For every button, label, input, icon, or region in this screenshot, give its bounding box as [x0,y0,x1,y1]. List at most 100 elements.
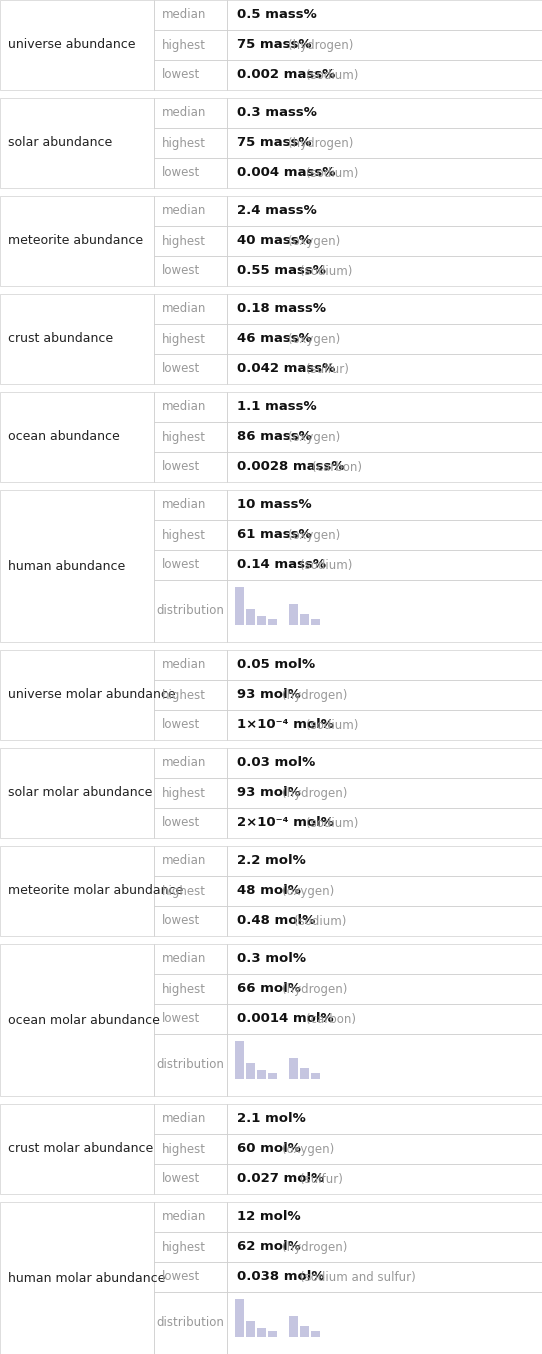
Bar [0,650,154,741]
Text: lowest: lowest [162,558,200,571]
Text: highest: highest [162,333,206,345]
Text: 60 mol%: 60 mol% [237,1143,301,1155]
Bar [154,580,227,642]
Text: (sodium): (sodium) [306,69,358,81]
Bar [154,906,227,936]
Text: 2.1 mol%: 2.1 mol% [237,1113,306,1125]
Text: highest: highest [162,688,206,701]
Bar [268,1331,277,1336]
Text: 46 mass%: 46 mass% [237,333,312,345]
Bar [154,353,227,385]
Bar [235,1041,244,1079]
Text: (oxygen): (oxygen) [288,234,340,248]
Bar [227,97,542,129]
Bar [257,1328,266,1336]
Bar [0,1104,154,1194]
Text: 0.002 mass%: 0.002 mass% [237,69,335,81]
Bar [154,452,227,482]
Text: 2×10⁻⁴ mol%: 2×10⁻⁴ mol% [237,816,334,830]
Bar [154,1034,227,1095]
Text: 0.55 mass%: 0.55 mass% [237,264,326,278]
Text: (oxygen): (oxygen) [282,884,334,898]
Text: 86 mass%: 86 mass% [237,431,312,444]
Text: lowest: lowest [162,1013,200,1025]
Text: (hydrogen): (hydrogen) [282,787,347,799]
Bar [154,846,227,876]
Text: highest: highest [162,431,206,444]
Bar [154,520,227,550]
Text: 0.18 mass%: 0.18 mass% [237,302,326,315]
Text: median: median [162,8,207,22]
Bar [227,129,542,158]
Text: 0.038 mol%: 0.038 mol% [237,1270,325,1284]
Text: highest: highest [162,983,206,995]
Text: lowest: lowest [162,460,200,474]
Text: median: median [162,1210,207,1224]
Text: 0.3 mass%: 0.3 mass% [237,107,317,119]
Bar [311,1074,320,1079]
Text: solar molar abundance: solar molar abundance [8,787,152,799]
Bar [227,580,542,642]
Text: 93 mol%: 93 mol% [237,787,301,799]
Bar [227,1232,542,1262]
Bar [311,619,320,624]
Text: median: median [162,854,207,868]
Text: 0.042 mass%: 0.042 mass% [237,363,335,375]
Bar [154,680,227,709]
Text: universe molar abundance: universe molar abundance [8,688,176,701]
Text: (oxygen): (oxygen) [288,528,340,542]
Bar [154,1292,227,1354]
Text: (sodium): (sodium) [306,719,358,731]
Text: distribution: distribution [157,1316,224,1330]
Text: universe abundance: universe abundance [8,38,136,51]
Bar [154,294,227,324]
Bar [268,619,277,624]
Bar [0,747,154,838]
Text: 0.05 mol%: 0.05 mol% [237,658,315,672]
Bar [227,680,542,709]
Bar [154,490,227,520]
Bar [154,1202,227,1232]
Text: 0.14 mass%: 0.14 mass% [237,558,326,571]
Bar [289,1316,298,1336]
Text: (hydrogen): (hydrogen) [282,688,347,701]
Bar [154,1135,227,1164]
Text: highest: highest [162,528,206,542]
Text: (sodium): (sodium) [300,264,352,278]
Text: median: median [162,952,207,965]
Bar [227,324,542,353]
Text: 0.3 mol%: 0.3 mol% [237,952,306,965]
Bar [154,196,227,226]
Text: (sodium): (sodium) [306,816,358,830]
Bar [0,0,154,89]
Text: lowest: lowest [162,1173,200,1186]
Text: (hydrogen): (hydrogen) [288,38,353,51]
Text: distribution: distribution [157,604,224,617]
Bar [154,876,227,906]
Text: (sodium): (sodium) [306,167,358,180]
Bar [227,1005,542,1034]
Bar [154,30,227,60]
Bar [0,393,154,482]
Text: distribution: distribution [157,1059,224,1071]
Text: (oxygen): (oxygen) [288,431,340,444]
Text: highest: highest [162,234,206,248]
Text: median: median [162,498,207,512]
Bar [154,0,227,30]
Bar [154,944,227,974]
Text: 75 mass%: 75 mass% [237,38,312,51]
Bar [227,779,542,808]
Bar [246,609,255,624]
Text: solar abundance: solar abundance [8,137,112,149]
Bar [154,1232,227,1262]
Text: meteorite molar abundance: meteorite molar abundance [8,884,183,898]
Text: 40 mass%: 40 mass% [237,234,312,248]
Text: 2.4 mass%: 2.4 mass% [237,204,317,218]
Bar [227,1104,542,1135]
Text: (sulfur): (sulfur) [300,1173,343,1186]
Bar [227,906,542,936]
Text: 0.03 mol%: 0.03 mol% [237,757,315,769]
Text: highest: highest [162,1143,206,1155]
Text: ocean abundance: ocean abundance [8,431,120,444]
Bar [300,615,309,624]
